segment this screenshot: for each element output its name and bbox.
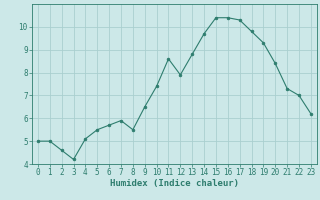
- X-axis label: Humidex (Indice chaleur): Humidex (Indice chaleur): [110, 179, 239, 188]
